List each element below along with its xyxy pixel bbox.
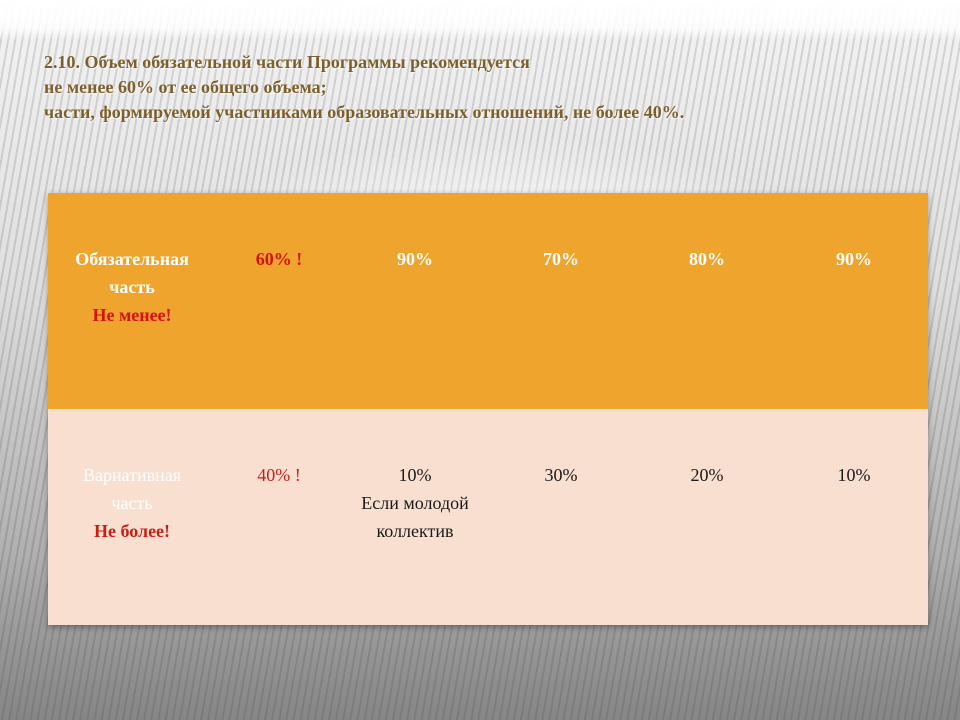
- row-label-line-2: часть: [109, 277, 155, 297]
- row-label-mandatory: Обязательная часть Не менее!: [48, 193, 216, 409]
- row-note-not-more: Не более!: [93, 521, 171, 541]
- table-cell: 90%: [836, 249, 872, 269]
- slide-heading: 2.10. Объем обязательной части Программы…: [44, 50, 924, 125]
- row-note-not-less: Не менее!: [92, 305, 172, 325]
- table-cell-with-note: 10% Если молодой коллектив: [342, 409, 488, 625]
- table-cell: 60% !: [255, 249, 303, 269]
- table-cell: 30%: [544, 465, 578, 485]
- table-cell-value: 10%: [398, 465, 432, 485]
- table-cell: 80%: [689, 249, 725, 269]
- table-row-mandatory: Обязательная часть Не менее! 60% ! 90% 7…: [48, 193, 928, 409]
- row-label-variable: Вариативная часть Не более!: [48, 409, 216, 625]
- row-label-line-1: Вариативная: [82, 465, 182, 485]
- heading-line-3: части, формируемой участниками образоват…: [44, 102, 685, 122]
- cell-note-line-2: коллектив: [376, 521, 454, 541]
- heading-line-1: 2.10. Объем обязательной части Программы…: [44, 52, 530, 72]
- row-label-line-2: часть: [111, 493, 153, 513]
- proportion-table: Обязательная часть Не менее! 60% ! 90% 7…: [48, 193, 928, 625]
- table-cell: 10%: [837, 465, 871, 485]
- background-top-fade: [0, 0, 960, 40]
- table-cell: 20%: [690, 465, 724, 485]
- heading-line-2: не менее 60% от ее общего объема;: [44, 77, 327, 97]
- table-cell: 40% !: [257, 465, 301, 485]
- table-row-variable: Вариативная часть Не более! 40% ! 10% Ес…: [48, 409, 928, 625]
- table-cell: 90%: [397, 249, 433, 269]
- cell-note-line-1: Если молодой: [361, 493, 469, 513]
- row-label-line-1: Обязательная: [75, 249, 189, 269]
- table-cell: 70%: [543, 249, 579, 269]
